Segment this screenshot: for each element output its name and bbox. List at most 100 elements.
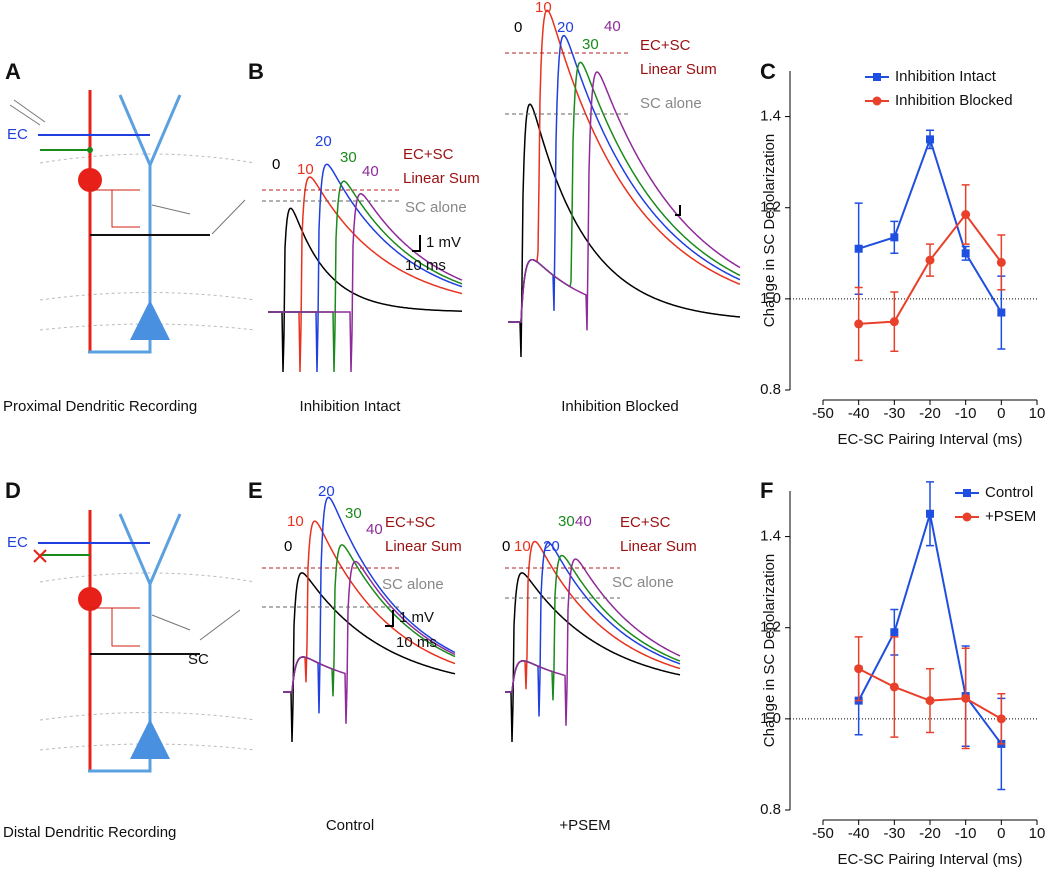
x-tick-label: -30 — [883, 825, 905, 842]
trace — [505, 540, 681, 693]
legend-label: Inhibition Blocked — [895, 92, 1013, 109]
pyramidal-soma — [130, 719, 170, 759]
marker — [997, 308, 1006, 317]
delay-label: 10 — [514, 538, 531, 555]
layer-arc — [39, 572, 256, 751]
scale-label: 10 ms — [405, 257, 446, 274]
legend-marker — [963, 489, 971, 497]
inhibitory-path — [90, 607, 140, 647]
legend-marker — [962, 512, 972, 522]
delay-label: 0 — [514, 19, 522, 36]
electrode — [151, 199, 246, 235]
marker — [996, 714, 1006, 724]
pyramidal-soma — [130, 300, 170, 340]
scale-bar — [675, 205, 681, 216]
delay-label: 30 — [558, 513, 575, 530]
scale-label: 1 mV — [426, 234, 461, 251]
x-axis-label: EC-SC Pairing Interval (ms) — [837, 431, 1022, 448]
x-tick-label: -20 — [919, 825, 941, 842]
alone-label: SC alone — [612, 574, 674, 591]
interneuron-soma — [78, 168, 102, 192]
trace — [268, 176, 463, 373]
legend-label: +PSEM — [985, 508, 1036, 525]
trace — [508, 34, 741, 323]
marker — [961, 210, 971, 220]
sum-label: EC+SC — [640, 37, 691, 54]
sum-label: EC+SC — [620, 514, 671, 531]
diagram-a: EC Proximal Dendritic Recording — [3, 90, 256, 415]
trace — [268, 193, 463, 373]
sum-label: EC+SC — [403, 146, 454, 163]
x-axis-label: EC-SC Pairing Interval (ms) — [837, 851, 1022, 868]
marker — [926, 135, 934, 144]
block-mark — [33, 549, 47, 563]
pyramidal-neuron — [88, 513, 182, 773]
y-tick-label: 1.4 — [760, 108, 781, 125]
ec-input — [38, 134, 150, 151]
y-tick-label: 1.2 — [760, 619, 781, 636]
legend-label: Control — [985, 484, 1033, 501]
trace — [505, 558, 681, 726]
delay-label: 20 — [557, 19, 574, 36]
sum-label: EC+SC — [385, 514, 436, 531]
caption: Inhibition Blocked — [561, 398, 679, 415]
x-tick-label: -20 — [919, 405, 941, 422]
ec-label: EC — [7, 534, 28, 551]
trace — [268, 207, 463, 373]
alone-label: SC alone — [382, 576, 444, 593]
inhibitory-path — [90, 189, 140, 228]
x-tick-label: -10 — [955, 825, 977, 842]
panel-label: C — [760, 59, 776, 84]
delay-label: 20 — [543, 538, 560, 555]
legend-marker — [872, 96, 882, 106]
panel-labels: A B C D E F — [5, 59, 776, 503]
trace — [508, 103, 741, 358]
delay-label: 10 — [287, 513, 304, 530]
stimulator — [9, 99, 46, 126]
delay-label: 0 — [284, 538, 292, 555]
scale-label: 10 ms — [396, 634, 437, 651]
x-tick-label: 0 — [997, 405, 1005, 422]
panel-label: F — [760, 478, 773, 503]
delay-label: 10 — [535, 0, 552, 16]
panel-label: B — [248, 59, 264, 84]
marker — [854, 244, 863, 253]
sum-label: Linear Sum — [640, 61, 717, 78]
y-tick-label: 1.2 — [760, 199, 781, 216]
series-line — [858, 136, 1003, 314]
legend-label: Inhibition Intact — [895, 68, 997, 85]
panel-label: E — [248, 478, 263, 503]
trace — [283, 520, 456, 693]
marker — [854, 664, 864, 674]
layer-arc — [39, 153, 256, 331]
caption: Inhibition Intact — [300, 398, 402, 415]
x-tick-label: -10 — [955, 405, 977, 422]
marker — [925, 696, 935, 706]
marker — [961, 693, 971, 703]
delay-label: 20 — [318, 483, 335, 500]
marker — [854, 319, 864, 329]
alone-label: SC alone — [405, 199, 467, 216]
trace — [283, 572, 456, 743]
delay-label: 40 — [362, 163, 379, 180]
delay-label: 30 — [345, 505, 362, 522]
marker — [890, 628, 899, 637]
y-axis-label: Change in SC Depolarization — [761, 134, 778, 327]
scale-bar — [412, 235, 421, 252]
scale-bar — [385, 610, 394, 627]
x-tick-label: -50 — [812, 405, 834, 422]
diagram-d: EC SC Distal Dendritic Recording — [3, 510, 256, 841]
electrode — [151, 609, 241, 641]
y-axis-label: Change in SC Depolarization — [761, 554, 778, 747]
sum-label: Linear Sum — [385, 538, 462, 555]
caption: +PSEM — [559, 817, 610, 834]
delay-label: 0 — [272, 156, 280, 173]
trace — [508, 61, 741, 323]
delay-label: 40 — [604, 18, 621, 35]
trace — [283, 560, 456, 724]
y-tick-label: 1.4 — [760, 528, 781, 545]
y-tick-label: 1.0 — [760, 710, 781, 727]
panel-label: A — [5, 59, 21, 84]
scale-label: 1 mV — [399, 609, 434, 626]
x-tick-label: 0 — [997, 825, 1005, 842]
